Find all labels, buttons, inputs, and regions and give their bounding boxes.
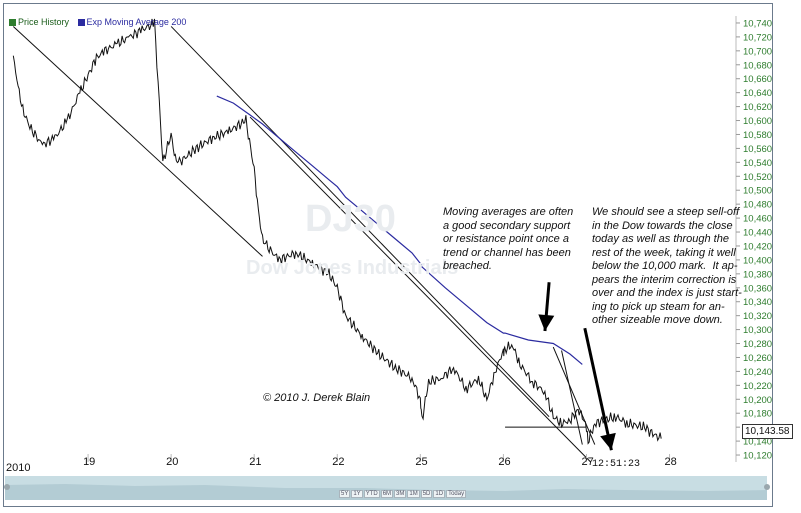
navigator-left-handle[interactable] xyxy=(4,484,10,490)
arrow-head xyxy=(600,432,616,451)
zoom-button-3m[interactable]: 3M xyxy=(394,490,407,498)
y-tick-label: 10,500 xyxy=(743,186,772,197)
zoom-button-ytd[interactable]: YTD xyxy=(363,490,380,498)
zoom-buttons: 5Y 1Y YTD 6M 3M 1M 5D 1D Today xyxy=(339,490,467,498)
y-tick-label: 10,640 xyxy=(743,88,772,99)
y-tick-label: 10,660 xyxy=(743,74,772,85)
zoom-button-5y[interactable]: 5Y xyxy=(339,490,351,498)
y-tick-label: 10,740 xyxy=(743,18,772,29)
zoom-button-5d[interactable]: 5D xyxy=(420,490,433,498)
y-tick-label: 10,700 xyxy=(743,46,772,57)
current-price-label: 10,143.58 xyxy=(742,424,793,439)
year-label: 2010 xyxy=(6,462,31,474)
y-tick-label: 10,480 xyxy=(743,200,772,211)
x-tick-label: 25 xyxy=(415,456,427,468)
price-legend-swatch xyxy=(9,19,16,27)
timestamp-label: 12:51:23 xyxy=(592,459,641,470)
y-tick-label: 10,400 xyxy=(743,255,772,266)
annotation-sell-off: We should see a steep sell-off in the Do… xyxy=(592,206,742,326)
y-tick-label: 10,560 xyxy=(743,144,772,155)
arrow-head xyxy=(538,314,555,331)
y-tick-label: 10,420 xyxy=(743,241,772,252)
y-tick-label: 10,340 xyxy=(743,297,772,308)
x-axis: 19 20 21 22 25 26 27 28 xyxy=(83,454,677,468)
zoom-button-today[interactable]: Today xyxy=(446,490,467,498)
y-tick-label: 10,260 xyxy=(743,353,772,364)
ema-series xyxy=(216,95,583,365)
y-tick-label: 10,600 xyxy=(743,116,772,127)
trend-line xyxy=(249,116,591,463)
y-tick-label: 10,440 xyxy=(743,228,772,239)
trend-line xyxy=(12,26,263,257)
y-tick-label: 10,460 xyxy=(743,214,772,225)
zoom-button-1d[interactable]: 1D xyxy=(433,490,446,498)
y-tick-label: 10,240 xyxy=(743,367,772,378)
annotation-arrows xyxy=(538,282,616,451)
y-tick-label: 10,280 xyxy=(743,339,772,350)
y-tick-label: 10,180 xyxy=(743,409,772,420)
price-series xyxy=(12,18,662,445)
x-tick-label: 22 xyxy=(332,456,344,468)
y-tick-label: 10,680 xyxy=(743,60,772,71)
price-line xyxy=(12,18,662,445)
y-tick-label: 10,580 xyxy=(743,130,772,141)
trend-line xyxy=(552,346,596,445)
y-tick-label: 10,720 xyxy=(743,32,772,43)
y-tick-label: 10,320 xyxy=(743,311,772,322)
copyright-text: © 2010 J. Derek Blain xyxy=(263,392,371,404)
arrow-shaft xyxy=(583,327,613,451)
y-tick-label: 10,140 xyxy=(743,437,772,448)
legend-price-label[interactable]: Price History xyxy=(18,17,70,27)
ema-legend-swatch xyxy=(77,19,85,27)
x-tick-label: 27 xyxy=(581,456,593,468)
x-tick-label: 26 xyxy=(498,456,510,468)
channel-lines xyxy=(12,26,596,463)
y-tick-label: 10,300 xyxy=(743,325,772,336)
y-tick-label: 10,520 xyxy=(743,172,772,183)
y-tick-label: 10,540 xyxy=(743,158,772,169)
x-tick-label: 21 xyxy=(249,456,261,468)
trend-line xyxy=(561,350,583,445)
zoom-button-6m[interactable]: 6M xyxy=(380,490,394,498)
x-tick-label: 19 xyxy=(83,456,95,468)
y-tick-label: 10,120 xyxy=(743,451,772,462)
y-tick-label: 10,220 xyxy=(743,381,772,392)
annotation-moving-average: Moving averages are often a good seconda… xyxy=(443,206,574,272)
legend: Price History Exp Moving Average 200 xyxy=(9,17,186,27)
x-tick-label: 28 xyxy=(665,456,677,468)
legend-ema-label[interactable]: Exp Moving Average 200 xyxy=(86,17,187,27)
zoom-button-1m[interactable]: 1M xyxy=(407,490,420,498)
navigator-right-handle[interactable] xyxy=(764,484,770,490)
y-tick-label: 10,200 xyxy=(743,395,772,406)
y-tick-label: 10,360 xyxy=(743,283,772,294)
y-tick-label: 10,380 xyxy=(743,269,772,280)
ema-line xyxy=(216,95,583,365)
trend-line xyxy=(170,26,550,418)
zoom-button-1y[interactable]: 1Y xyxy=(351,490,363,498)
x-tick-label: 20 xyxy=(166,456,178,468)
y-tick-label: 10,620 xyxy=(743,102,772,113)
